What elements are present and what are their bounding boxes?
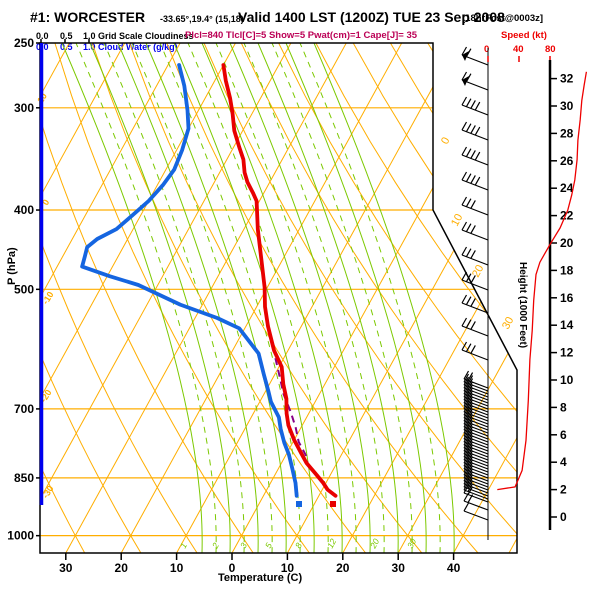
temp-tick-label: 30	[392, 561, 406, 575]
mixing-ratio-label: 5	[263, 541, 274, 550]
height-tick-label: 26	[560, 154, 574, 168]
isotherm-label: 30	[500, 315, 516, 331]
wind-barb	[461, 71, 489, 91]
temp-tick-label: 20	[336, 561, 350, 575]
pressure-tick-label: 1000	[7, 529, 34, 543]
speed-tick-40: 40	[513, 44, 524, 55]
pressure-tick-label: 300	[14, 101, 34, 115]
station-title: #1: WORCESTER	[30, 9, 146, 25]
pressure-tick-label: 500	[14, 282, 34, 296]
gsc-tick-1: 1.0	[83, 31, 96, 41]
height-tick-label: 30	[560, 99, 574, 113]
pressure-tick-label: 400	[14, 203, 34, 217]
cw-tick-1: 1.0	[83, 42, 96, 52]
wind-barb	[461, 294, 489, 314]
height-tick-label: 10	[560, 373, 574, 387]
surface-temp-marker	[330, 501, 336, 507]
isotherm-label: 10	[449, 212, 465, 228]
cloud-water-label: Cloud Water (g/kg)	[98, 42, 178, 52]
speed-tick-0: 0	[484, 44, 490, 55]
mixing-ratio-label: 3	[238, 541, 249, 550]
wind-barb	[463, 502, 489, 521]
isotherm-label: 20	[470, 263, 486, 279]
station-coords: -33.65°,19.4° (15,18)	[160, 14, 244, 24]
temperature-profile	[221, 63, 338, 498]
gsc-tick-0: 0.0	[36, 31, 49, 41]
sounding-indices: Plcl=840 Tlcl[C]=5 Show=5 Pwat(cm)=1 Cap…	[185, 30, 418, 41]
height-tick-label: 16	[560, 291, 574, 305]
wind-barb	[463, 492, 489, 511]
mixing-ratio-label: 8	[293, 541, 304, 550]
gsc-tick-05: 0.5	[60, 31, 73, 41]
temp-tick-label: 0	[229, 561, 236, 575]
height-tick-label: 6	[560, 428, 567, 442]
wind-barb	[461, 317, 489, 337]
height-tick-label: 20	[560, 236, 574, 250]
wind-barb	[461, 46, 489, 66]
wind-barb	[461, 96, 489, 116]
cw-tick-05: 0.5	[60, 42, 73, 52]
wind-speed-curve	[497, 71, 588, 491]
wind-barb	[461, 221, 489, 241]
temperature-axis-title: Temperature (C)	[218, 572, 303, 584]
height-tick-label: 0	[560, 510, 567, 524]
wind-barb	[461, 121, 489, 141]
temp-tick-label: 30	[59, 561, 73, 575]
pressure-tick-label: 250	[14, 36, 34, 50]
wind-barb	[461, 146, 489, 166]
valid-time: Valid 1400 LST (1200Z) TUE 23 Sep 2008	[238, 9, 505, 25]
temp-tick-label: 20	[115, 561, 129, 575]
temp-tick-label: 40	[447, 561, 461, 575]
dewpoint-profile	[80, 63, 299, 498]
wind-barb	[461, 196, 489, 216]
height-tick-label: 24	[560, 181, 574, 195]
height-tick-label: 12	[560, 346, 574, 360]
height-tick-label: 32	[560, 72, 574, 86]
wind-barb	[463, 478, 489, 497]
height-tick-label: 18	[560, 263, 574, 277]
mixing-ratio-label: 2	[209, 541, 221, 551]
wind-barb	[461, 271, 489, 291]
speed-tick-80: 80	[545, 44, 556, 55]
parcel-path	[274, 357, 309, 466]
background-grid: 1 2 3 5 8 12 20 30	[40, 43, 517, 553]
height-tick-label: 4	[560, 455, 567, 469]
height-tick-label: 14	[560, 318, 574, 332]
speed-axis-title: Speed (kt)	[501, 30, 547, 41]
wind-barb	[461, 246, 489, 266]
isotherm-label: 0	[439, 135, 452, 146]
adiabat-label: 0	[40, 198, 51, 208]
surface-dewpoint-marker	[296, 501, 302, 507]
wind-barb	[463, 481, 489, 500]
wind-barb	[461, 341, 489, 361]
grid-scale-cloudiness-label: Grid Scale Cloudiness	[98, 31, 194, 41]
mixing-ratio-label: 30	[405, 537, 418, 550]
temp-tick-label: 10	[281, 561, 295, 575]
mixing-ratio-label: 1	[178, 541, 189, 550]
mixing-ratio-label: 12	[325, 537, 338, 550]
forecast-tag: [18hrFcst@0003z]	[462, 13, 544, 24]
height-tick-label: 8	[560, 400, 567, 414]
wind-barb	[461, 171, 489, 191]
pressure-tick-label: 850	[14, 471, 34, 485]
pressure-tick-label: 700	[14, 402, 34, 416]
plot-border	[39, 42, 518, 554]
temp-tick-label: 10	[170, 561, 184, 575]
height-tick-label: 2	[560, 483, 567, 497]
mixing-ratio-label: 20	[367, 537, 381, 551]
height-tick-label: 28	[560, 126, 574, 140]
